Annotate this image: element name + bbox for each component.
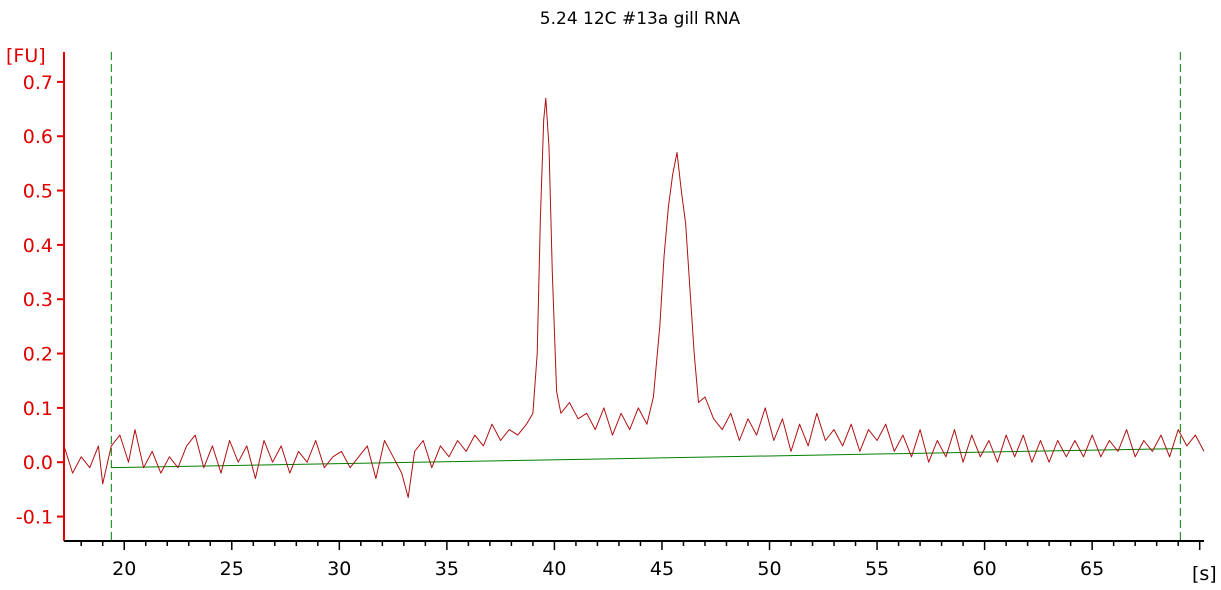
y-unit-label: [FU]	[6, 45, 46, 67]
x-tick-label: 25	[220, 558, 244, 580]
y-tick-label: 0.1	[23, 398, 53, 420]
y-tick-label: 0.4	[23, 235, 53, 257]
signal-layer	[63, 97, 1205, 498]
baseline-layer	[111, 448, 1181, 469]
chart-title: 5.24 12C #13a gill RNA	[540, 9, 741, 29]
x-tick-label: 35	[435, 558, 459, 580]
x-unit-label: [s]	[1192, 563, 1217, 585]
x-tick-label: 20	[112, 558, 136, 580]
x-tick-label: 45	[650, 558, 674, 580]
y-ticks: -0.1 0.0 0.1 0.2 0.3 0.4 0.5 0.6 0.7	[16, 72, 64, 529]
y-tick-label: -0.1	[16, 507, 53, 529]
x-tick-label: 50	[757, 558, 781, 580]
y-tick-label: 0.5	[23, 181, 53, 203]
signal-trace	[63, 97, 1205, 498]
x-tick-label: 40	[542, 558, 566, 580]
x-tick-label: 55	[865, 558, 889, 580]
y-tick-label: 0.3	[23, 289, 53, 311]
y-tick-label: 0.6	[23, 126, 53, 148]
x-tick-label: 65	[1080, 558, 1104, 580]
x-ticks: 20 25 30 35 40 45 50 55 60 65	[80, 541, 1201, 580]
x-tick-label: 30	[327, 558, 351, 580]
x-tick-label: 60	[973, 558, 997, 580]
y-tick-label: 0.0	[23, 452, 53, 474]
y-tick-label: 0.2	[23, 344, 53, 366]
y-tick-label: 0.7	[23, 72, 53, 94]
marker-lines	[110, 52, 1181, 541]
baseline-line	[111, 448, 1181, 469]
